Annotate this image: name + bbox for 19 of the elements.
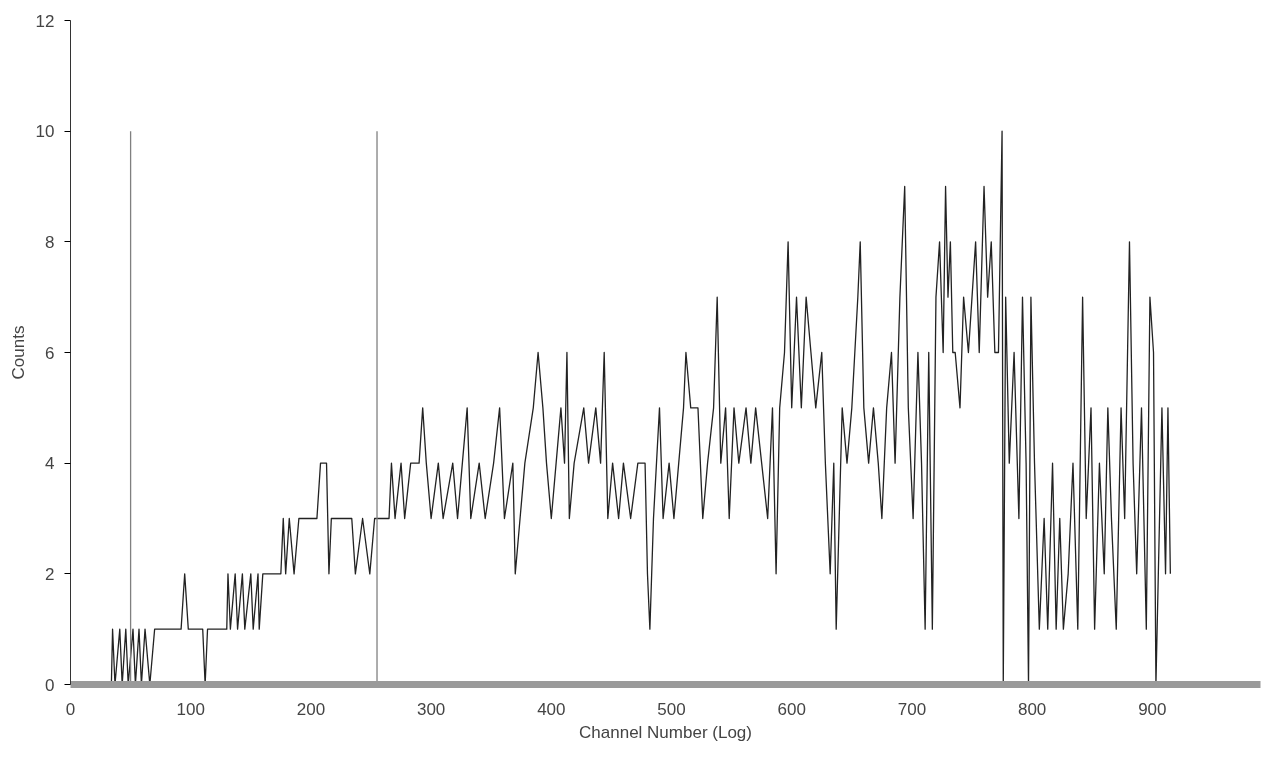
x-tick-label: 0 — [65, 699, 76, 719]
x-tick-label: 900 — [1138, 699, 1167, 719]
x-tick-label: 500 — [657, 699, 686, 719]
y-tick-label: 6 — [45, 343, 55, 363]
x-tick-label: 800 — [1017, 699, 1047, 719]
y-tick-label: 4 — [45, 454, 55, 474]
y-tick-label: 0 — [45, 675, 55, 695]
y-tick-label: 2 — [45, 564, 55, 584]
x-tick-label: 100 — [176, 699, 205, 719]
y-tick-label: 8 — [45, 232, 55, 252]
x-tick-label: 600 — [777, 699, 806, 719]
y-axis-title: Counts — [8, 325, 28, 380]
x-tick-label: 700 — [897, 699, 927, 719]
x-tick-label: 200 — [296, 699, 326, 719]
x-axis-title: Channel Number (Log) — [579, 722, 752, 742]
y-tick-label: 12 — [35, 11, 55, 31]
y-tick-label: 10 — [35, 122, 55, 142]
x-tick-label: 300 — [416, 699, 446, 719]
x-tick-label: 400 — [537, 699, 566, 719]
